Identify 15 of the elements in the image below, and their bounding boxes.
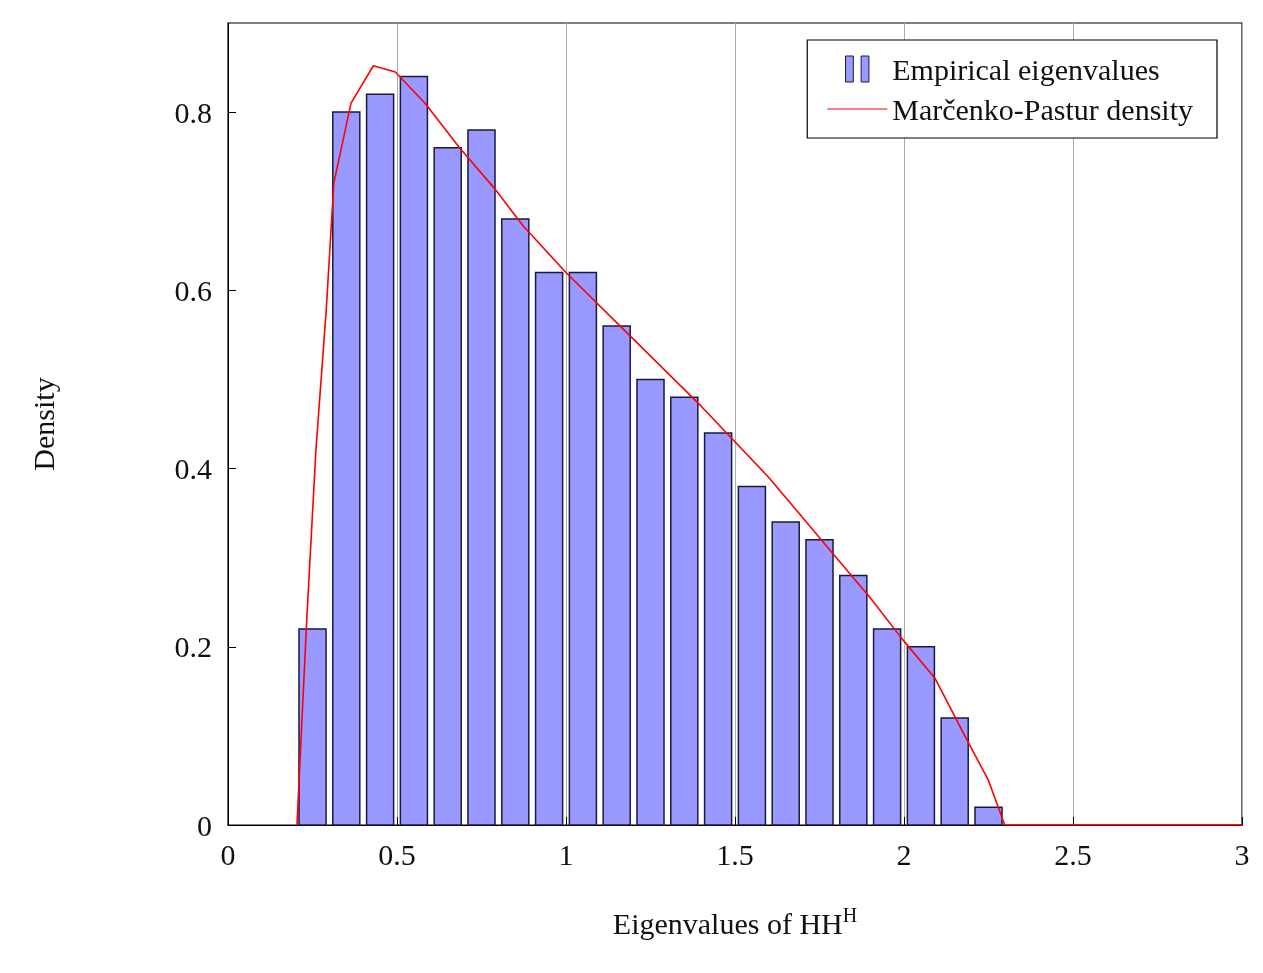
x-tick-label: 2 — [896, 837, 912, 871]
x-tick-label: 2.5 — [1054, 837, 1092, 871]
legend-label: Empirical eigenvalues — [892, 52, 1160, 86]
x-tick-label: 0.5 — [378, 837, 416, 871]
x-tick-label: 0 — [220, 837, 236, 871]
y-tick-label: 0.8 — [174, 95, 212, 129]
x-tick-label: 3 — [1234, 837, 1250, 871]
y-tick-label: 0.4 — [174, 452, 212, 486]
legend-label: Marčenko-Pastur density — [892, 92, 1193, 126]
y-tick-label: 0.6 — [174, 273, 212, 307]
y-tick-label: 0 — [197, 808, 212, 842]
y-tick-label: 0.2 — [174, 630, 212, 664]
y-axis-title: Density — [26, 377, 60, 471]
x-tick-label: 1.5 — [716, 837, 754, 871]
x-tick-label: 1 — [558, 837, 574, 871]
